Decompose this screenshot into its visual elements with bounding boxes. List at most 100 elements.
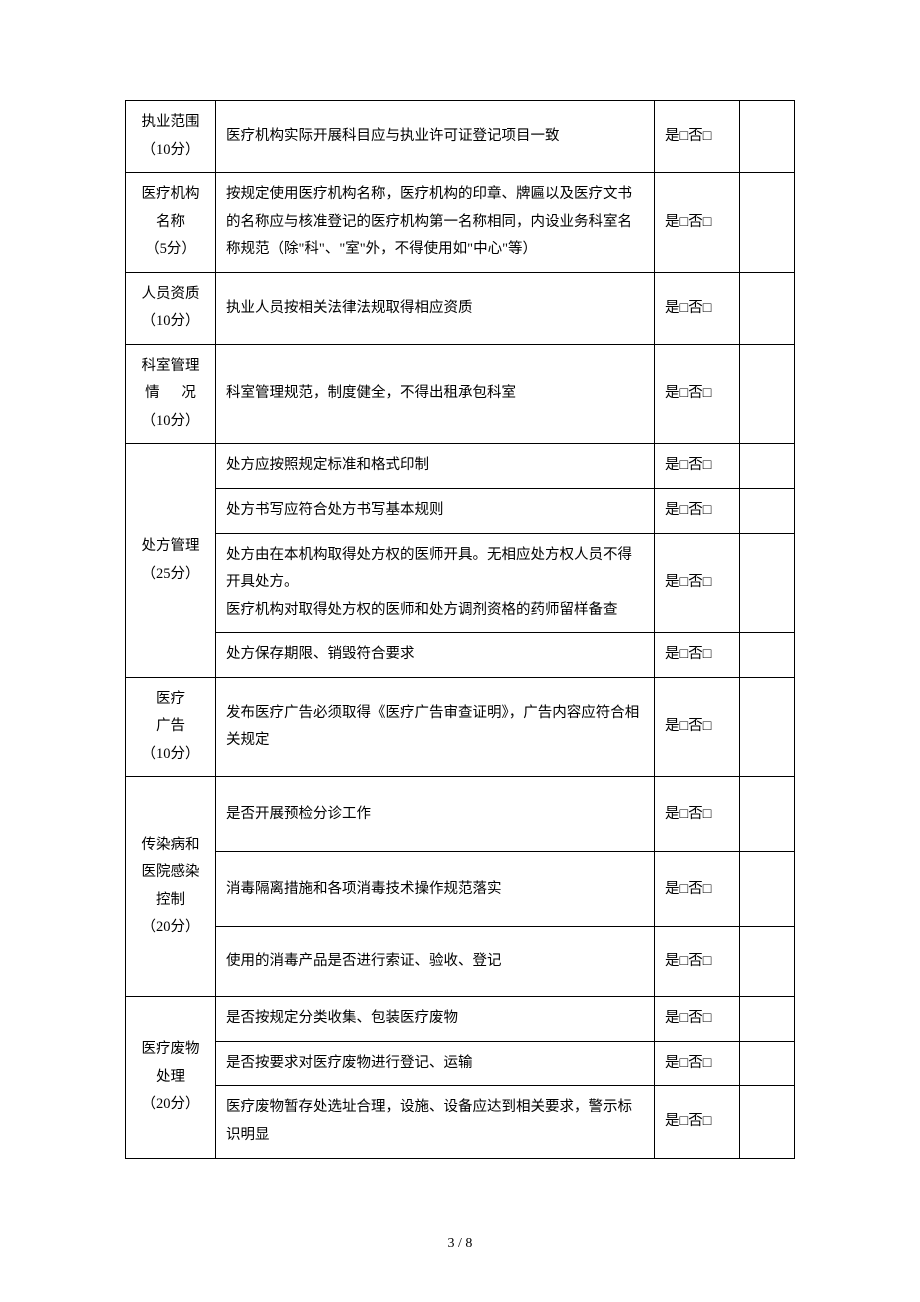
check-yes: 是□ <box>665 214 688 230</box>
category-cell: 传染病和 医院感染 控制 （20分） <box>126 777 216 997</box>
category-score: （25分） <box>136 561 205 589</box>
check-yes: 是□ <box>665 457 688 473</box>
category-label: 处理 <box>136 1064 205 1092</box>
check-cell: 是□否□ <box>655 533 740 633</box>
check-no: 否□ <box>688 953 711 969</box>
check-yes: 是□ <box>665 646 688 662</box>
category-label: 医疗废物 <box>136 1036 205 1064</box>
check-cell: 是□否□ <box>655 1086 740 1158</box>
category-score: （10分） <box>136 408 205 436</box>
category-label: 科室管理 <box>136 353 205 381</box>
table-row: 消毒隔离措施和各项消毒技术操作规范落实 是□否□ <box>126 852 795 927</box>
content-cell: 按规定使用医疗机构名称，医疗机构的印章、牌匾以及医疗文书的名称应与核准登记的医疗… <box>216 173 655 273</box>
check-no: 否□ <box>688 806 711 822</box>
category-label: 执业范围 <box>136 109 205 137</box>
remark-cell <box>740 677 795 777</box>
table-row: 执业范围 （10分） 医疗机构实际开展科目应与执业许可证登记项目一致 是□否□ <box>126 101 795 173</box>
content-cell: 处方由在本机构取得处方权的医师开具。无相应处方权人员不得开具处方。 医疗机构对取… <box>216 533 655 633</box>
table-row: 处方管理 （25分） 处方应按照规定标准和格式印制 是□否□ <box>126 444 795 489</box>
check-yes: 是□ <box>665 881 688 897</box>
remark-cell <box>740 852 795 927</box>
check-yes: 是□ <box>665 953 688 969</box>
check-cell: 是□否□ <box>655 997 740 1042</box>
check-cell: 是□否□ <box>655 677 740 777</box>
table-row: 是否按要求对医疗废物进行登记、运输 是□否□ <box>126 1041 795 1086</box>
category-label: 名称 <box>136 209 205 237</box>
category-score: （5分） <box>136 236 205 264</box>
category-cell: 执业范围 （10分） <box>126 101 216 173</box>
remark-cell <box>740 101 795 173</box>
category-cell: 人员资质 （10分） <box>126 272 216 344</box>
check-no: 否□ <box>688 385 711 401</box>
remark-cell <box>740 927 795 997</box>
check-cell: 是□否□ <box>655 101 740 173</box>
remark-cell <box>740 344 795 444</box>
category-score: （10分） <box>136 741 205 769</box>
check-yes: 是□ <box>665 718 688 734</box>
category-label: 医院感染 <box>136 859 205 887</box>
table-row: 处方书写应符合处方书写基本规则 是□否□ <box>126 489 795 534</box>
content-cell: 医疗废物暂存处选址合理，设施、设备应达到相关要求，警示标识明显 <box>216 1086 655 1158</box>
table-row: 医疗 广告 （10分） 发布医疗广告必须取得《医疗广告审查证明》，广告内容应符合… <box>126 677 795 777</box>
table-row: 医疗废物暂存处选址合理，设施、设备应达到相关要求，警示标识明显 是□否□ <box>126 1086 795 1158</box>
check-cell: 是□否□ <box>655 444 740 489</box>
remark-cell <box>740 633 795 678</box>
content-cell: 发布医疗广告必须取得《医疗广告审查证明》，广告内容应符合相关规定 <box>216 677 655 777</box>
check-yes: 是□ <box>665 1113 688 1129</box>
check-yes: 是□ <box>665 128 688 144</box>
category-label: 情 况 <box>136 380 205 408</box>
check-cell: 是□否□ <box>655 852 740 927</box>
category-label: 广告 <box>136 713 205 741</box>
table-row: 医疗废物 处理 （20分） 是否按规定分类收集、包装医疗废物 是□否□ <box>126 997 795 1042</box>
content-cell: 是否按规定分类收集、包装医疗废物 <box>216 997 655 1042</box>
content-cell: 处方应按照规定标准和格式印制 <box>216 444 655 489</box>
category-label: 传染病和 <box>136 832 205 860</box>
page-number: 3 / 8 <box>0 1236 920 1252</box>
category-label: 处方管理 <box>136 533 205 561</box>
check-no: 否□ <box>688 457 711 473</box>
category-score: （20分） <box>136 914 205 942</box>
remark-cell <box>740 444 795 489</box>
check-cell: 是□否□ <box>655 272 740 344</box>
check-cell: 是□否□ <box>655 489 740 534</box>
table-row: 传染病和 医院感染 控制 （20分） 是否开展预检分诊工作 是□否□ <box>126 777 795 852</box>
content-cell: 是否按要求对医疗废物进行登记、运输 <box>216 1041 655 1086</box>
category-score: （20分） <box>136 1091 205 1119</box>
check-cell: 是□否□ <box>655 1041 740 1086</box>
check-cell: 是□否□ <box>655 173 740 273</box>
remark-cell <box>740 272 795 344</box>
content-cell: 消毒隔离措施和各项消毒技术操作规范落实 <box>216 852 655 927</box>
content-cell: 使用的消毒产品是否进行索证、验收、登记 <box>216 927 655 997</box>
check-no: 否□ <box>688 718 711 734</box>
check-no: 否□ <box>688 1055 711 1071</box>
check-yes: 是□ <box>665 1010 688 1026</box>
content-cell: 执业人员按相关法律法规取得相应资质 <box>216 272 655 344</box>
check-no: 否□ <box>688 502 711 518</box>
content-cell: 处方保存期限、销毁符合要求 <box>216 633 655 678</box>
check-yes: 是□ <box>665 574 688 590</box>
category-label: 人员资质 <box>136 281 205 309</box>
check-no: 否□ <box>688 1113 711 1129</box>
check-cell: 是□否□ <box>655 633 740 678</box>
remark-cell <box>740 489 795 534</box>
category-label: 控制 <box>136 887 205 915</box>
check-yes: 是□ <box>665 300 688 316</box>
check-no: 否□ <box>688 646 711 662</box>
check-no: 否□ <box>688 574 711 590</box>
remark-cell <box>740 173 795 273</box>
category-cell: 科室管理 情 况 （10分） <box>126 344 216 444</box>
check-cell: 是□否□ <box>655 927 740 997</box>
check-no: 否□ <box>688 881 711 897</box>
category-cell: 医疗机构 名称 （5分） <box>126 173 216 273</box>
check-cell: 是□否□ <box>655 344 740 444</box>
table-row: 处方保存期限、销毁符合要求 是□否□ <box>126 633 795 678</box>
check-yes: 是□ <box>665 806 688 822</box>
remark-cell <box>740 1041 795 1086</box>
category-label: 医疗机构 <box>136 181 205 209</box>
table-row: 处方由在本机构取得处方权的医师开具。无相应处方权人员不得开具处方。 医疗机构对取… <box>126 533 795 633</box>
content-cell: 处方书写应符合处方书写基本规则 <box>216 489 655 534</box>
table-row: 人员资质 （10分） 执业人员按相关法律法规取得相应资质 是□否□ <box>126 272 795 344</box>
category-score: （10分） <box>136 137 205 165</box>
check-no: 否□ <box>688 1010 711 1026</box>
category-label: 医疗 <box>136 686 205 714</box>
